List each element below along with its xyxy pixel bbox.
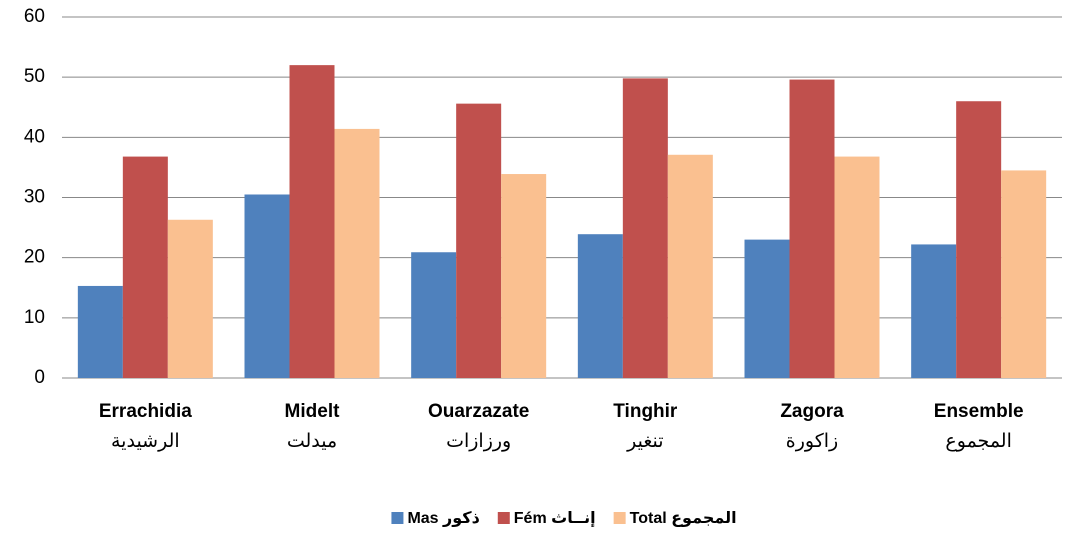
x-tick-label: Errachidia: [99, 401, 192, 422]
x-tick-label-ar: الرشيدية: [111, 431, 180, 452]
x-tick-label-ar: زاكورة: [786, 431, 838, 452]
bar: [77, 285, 123, 378]
bar: [744, 239, 790, 378]
y-tick-label: 0: [34, 367, 45, 388]
x-tick-label: Midelt: [285, 401, 341, 422]
bar: [577, 234, 623, 378]
bar: [956, 101, 1002, 378]
legend-label: Mas ذكور: [407, 510, 479, 527]
y-tick-label: 50: [24, 66, 45, 87]
bar: [122, 156, 168, 378]
bar: [244, 194, 290, 378]
bar: [167, 219, 213, 378]
legend-swatch: [497, 512, 510, 524]
legend-label: Total المجموع: [630, 510, 737, 527]
bar: [334, 128, 380, 378]
y-tick-label: 30: [24, 187, 45, 208]
y-tick-label: 60: [24, 6, 45, 27]
x-tick-label-ar: ورزازات: [446, 431, 511, 452]
bar: [789, 79, 835, 378]
y-tick-label: 10: [24, 307, 45, 328]
legend-swatch: [613, 512, 626, 524]
y-tick-label: 40: [24, 126, 45, 147]
bar: [834, 156, 880, 378]
bar: [1001, 170, 1047, 378]
bar: [501, 174, 547, 378]
bar: [911, 244, 957, 378]
x-tick-label: Ouarzazate: [428, 401, 529, 422]
x-tick-label: Tinghir: [613, 401, 678, 422]
bar: [411, 252, 457, 378]
x-tick-label: Zagora: [780, 401, 844, 422]
legend-swatch: [391, 512, 404, 524]
bar: [667, 154, 713, 378]
x-tick-label: Ensemble: [934, 401, 1024, 422]
y-tick-label: 20: [24, 247, 45, 268]
bar: [289, 65, 335, 378]
legend-label: Fém إنــاث: [514, 510, 596, 527]
bar: [622, 78, 668, 379]
x-tick-label-ar: ميدلت: [287, 431, 337, 452]
x-tick-label-ar: المجموع: [945, 431, 1011, 452]
x-tick-label-ar: تنغير: [626, 431, 663, 452]
bar: [456, 103, 502, 378]
